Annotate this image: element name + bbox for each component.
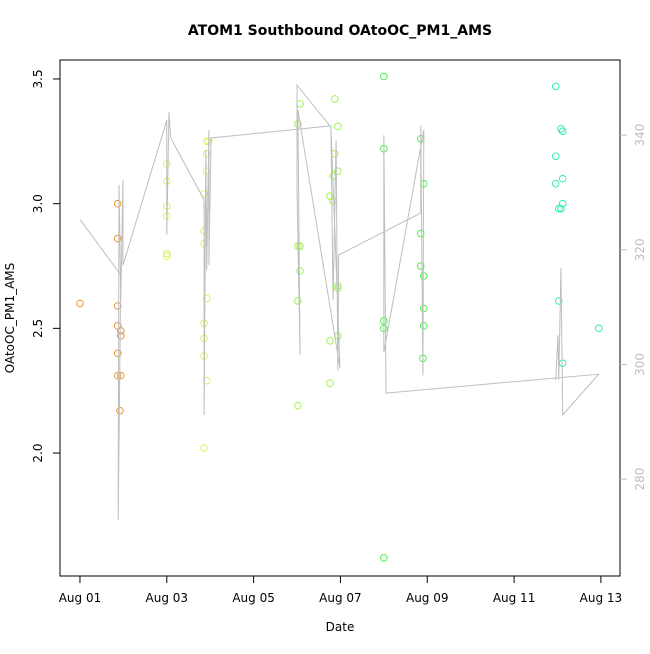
y-tick-label: 3.5: [31, 69, 45, 88]
point: [334, 284, 342, 293]
point: [116, 332, 125, 340]
point: [551, 179, 560, 188]
point: [380, 72, 388, 81]
x-tick-label: Aug 05: [232, 591, 275, 605]
point: [334, 122, 342, 131]
point: [162, 249, 171, 258]
point: [296, 242, 304, 250]
point: [554, 204, 563, 213]
point: [76, 299, 84, 308]
x-tick-label: Aug 03: [146, 591, 189, 605]
point: [551, 152, 560, 161]
point: [294, 401, 302, 410]
point: [419, 272, 428, 280]
point: [200, 444, 208, 452]
y2-tick-label: 300: [633, 353, 647, 376]
point: [419, 304, 428, 313]
point: [558, 174, 567, 183]
y-tick-label: 3.0: [31, 194, 45, 213]
y-axis-label: OAtoOC_PM1_AMS: [3, 263, 17, 374]
x-axis-label: Date: [326, 620, 355, 634]
x-tick-label: Aug 07: [319, 591, 362, 605]
x-tick-label: Aug 09: [406, 591, 449, 605]
point: [557, 204, 565, 213]
point: [554, 297, 563, 305]
point: [334, 282, 342, 290]
point: [202, 376, 211, 385]
point: [594, 324, 603, 333]
point: [419, 322, 428, 330]
y-tick-label: 2.5: [31, 319, 45, 338]
line-series: [79, 83, 600, 521]
point: [162, 252, 171, 260]
point: [113, 349, 122, 358]
point: [294, 297, 302, 305]
point: [380, 553, 388, 562]
point: [202, 149, 211, 158]
point: [326, 379, 334, 388]
y-tick-label: 2.0: [31, 444, 45, 463]
point: [551, 82, 560, 91]
x-tick-label: Aug 13: [580, 591, 623, 605]
point: [116, 327, 125, 335]
point: [116, 406, 124, 415]
chart-title: ATOM1 Southbound OAtoOC_PM1_AMS: [188, 23, 492, 39]
point: [113, 302, 122, 310]
y2-tick-label: 340: [633, 124, 647, 147]
x-tick-label: Aug 11: [493, 591, 536, 605]
point: [558, 199, 567, 208]
point: [113, 371, 122, 380]
point: [296, 267, 304, 275]
point: [330, 95, 339, 103]
point: [416, 229, 425, 238]
point: [113, 234, 122, 243]
point: [116, 371, 125, 380]
x-tick-label: Aug 01: [59, 591, 102, 605]
y2-tick-label: 320: [633, 238, 647, 261]
point: [326, 337, 334, 345]
point: [334, 167, 342, 176]
point: [416, 262, 425, 270]
y2-tick-label: 280: [633, 468, 647, 491]
point: [113, 199, 122, 208]
point: [558, 127, 567, 136]
point: [202, 294, 211, 303]
point: [202, 137, 211, 146]
